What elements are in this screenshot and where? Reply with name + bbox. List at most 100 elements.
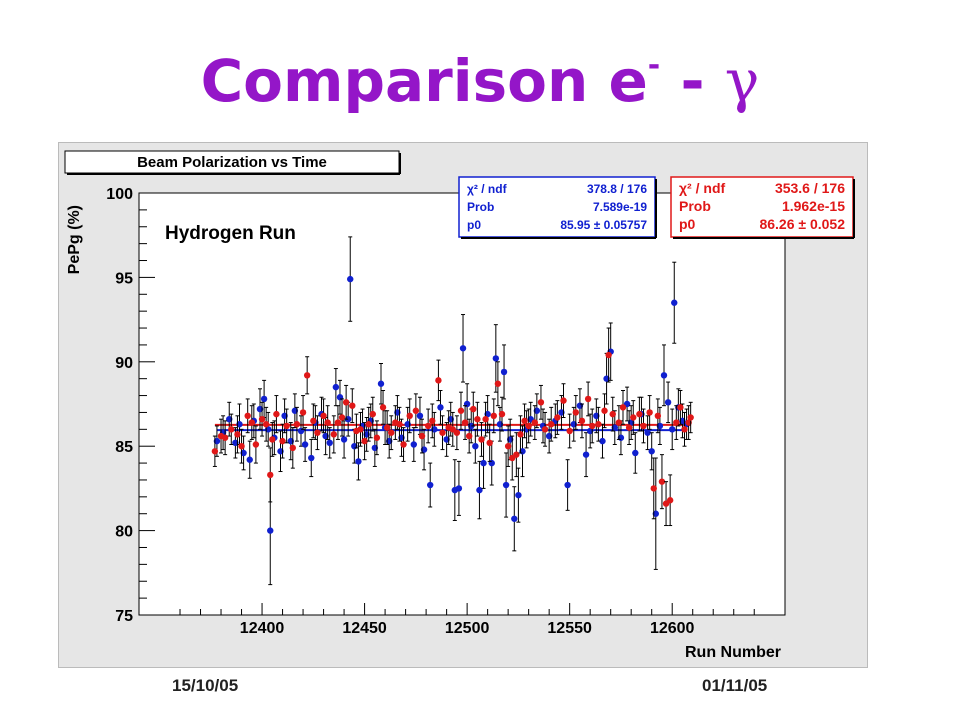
data-point xyxy=(502,481,510,489)
data-point xyxy=(416,412,424,420)
stats-value: 85.95 ± 0.05757 xyxy=(560,218,647,232)
data-point xyxy=(492,355,500,362)
data-point xyxy=(383,424,391,431)
data-point xyxy=(619,404,627,411)
data-series xyxy=(211,236,694,586)
data-point xyxy=(531,419,539,426)
data-point xyxy=(494,380,502,387)
data-point xyxy=(521,417,528,425)
stats-box-frame xyxy=(670,176,854,238)
data-point xyxy=(625,424,633,431)
x-tick-label: 12600 xyxy=(650,620,695,637)
data-point xyxy=(564,481,571,489)
data-point xyxy=(630,414,637,421)
data-point xyxy=(406,412,413,420)
data-point xyxy=(330,431,338,438)
data-point xyxy=(646,409,653,416)
data-point xyxy=(412,407,420,414)
data-point xyxy=(410,441,418,448)
data-point xyxy=(681,426,688,433)
data-point xyxy=(461,419,469,426)
data-point xyxy=(457,407,465,414)
data-point xyxy=(605,351,612,359)
title-main: Comparison e xyxy=(200,47,648,115)
data-point xyxy=(490,412,497,420)
data-point xyxy=(211,448,219,455)
y-tick-label: 90 xyxy=(115,355,133,372)
data-point xyxy=(511,515,518,522)
data-point xyxy=(515,491,522,499)
title-gamma: γ xyxy=(724,47,760,115)
data-point xyxy=(267,471,274,479)
series-red xyxy=(211,327,694,527)
data-point xyxy=(658,478,666,485)
data-point xyxy=(459,345,467,352)
data-point xyxy=(238,443,245,450)
data-point xyxy=(338,414,346,421)
data-point xyxy=(324,419,331,426)
data-point xyxy=(246,456,253,463)
data-point xyxy=(572,409,580,416)
stats-value: 1.962e-15 xyxy=(782,198,845,214)
data-point xyxy=(361,437,368,445)
x-axis-label: Run Number xyxy=(685,644,781,661)
data-point xyxy=(388,429,395,436)
data-point xyxy=(435,377,442,384)
data-point xyxy=(482,415,489,423)
data-point xyxy=(424,422,432,430)
data-point xyxy=(334,419,342,426)
title-superscript: - xyxy=(647,47,661,83)
data-point xyxy=(221,434,229,441)
y-tick-label: 100 xyxy=(106,186,133,203)
data-point xyxy=(342,399,350,406)
y-tick-label: 95 xyxy=(115,270,133,287)
data-point xyxy=(669,426,676,433)
data-point xyxy=(687,414,694,421)
x-tick-label: 12500 xyxy=(445,620,490,637)
data-point xyxy=(455,485,463,492)
data-point xyxy=(470,405,477,413)
data-point xyxy=(349,402,356,409)
data-point xyxy=(418,432,426,440)
data-point xyxy=(664,399,672,406)
data-point xyxy=(650,485,657,492)
data-point xyxy=(377,380,385,387)
data-point xyxy=(504,443,512,450)
data-point xyxy=(427,481,434,489)
plot-frame xyxy=(138,192,786,616)
stats-label: χ² / ndf xyxy=(679,180,725,196)
data-point xyxy=(548,421,555,428)
data-point xyxy=(357,426,364,433)
data-point xyxy=(301,441,309,448)
data-point xyxy=(480,459,487,467)
data-point xyxy=(400,441,407,448)
axes: 75 80 85 90 95 100 12400 12450 12500 12550 12600 xyxy=(106,186,755,637)
data-point xyxy=(476,486,483,494)
data-point xyxy=(314,429,321,436)
stats-box-red: χ² / ndf 353.6 / 176 Prob 1.962e-15 p0 86.26 … xyxy=(670,176,855,239)
data-point xyxy=(517,431,524,438)
data-point xyxy=(560,397,567,404)
data-point xyxy=(525,422,532,430)
data-point xyxy=(554,414,561,421)
data-point xyxy=(248,419,255,426)
footer-end-date: 01/11/05 xyxy=(702,676,768,695)
data-point xyxy=(541,426,549,433)
data-point xyxy=(279,437,286,445)
stats-value: 86.26 ± 0.052 xyxy=(759,216,845,232)
data-point xyxy=(474,415,481,423)
data-point xyxy=(644,429,651,436)
data-point xyxy=(609,410,616,418)
data-point xyxy=(347,275,354,283)
data-point xyxy=(273,410,280,418)
data-point xyxy=(632,449,639,457)
data-point xyxy=(252,441,260,448)
data-point xyxy=(289,444,297,452)
data-point xyxy=(234,431,241,438)
data-point xyxy=(332,383,340,391)
hydrogen-run-label: Hydrogen Run xyxy=(165,223,296,244)
data-point xyxy=(648,448,655,455)
data-point xyxy=(636,410,643,418)
data-point xyxy=(500,368,508,376)
data-point xyxy=(379,404,387,411)
